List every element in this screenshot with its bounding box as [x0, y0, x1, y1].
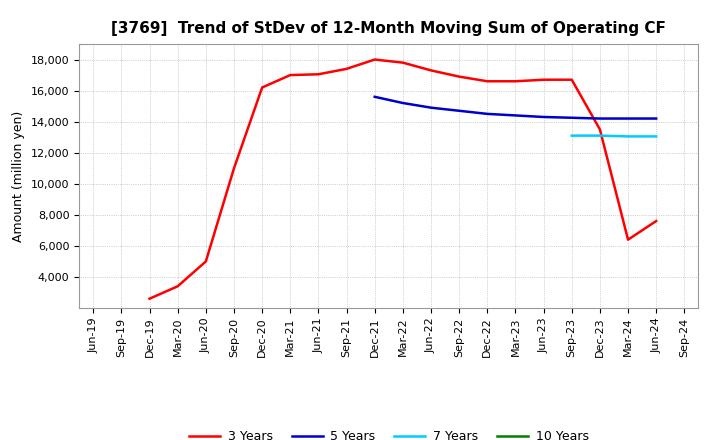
- 3 Years: [342, 66, 351, 71]
- 5 Years: [455, 108, 464, 114]
- Title: [3769]  Trend of StDev of 12-Month Moving Sum of Operating CF: [3769] Trend of StDev of 12-Month Moving…: [112, 21, 666, 36]
- 3 Years: [174, 284, 182, 289]
- 3 Years: [258, 85, 266, 90]
- 3 Years: [567, 77, 576, 82]
- 3 Years: [483, 79, 492, 84]
- 5 Years: [427, 105, 436, 110]
- 5 Years: [567, 115, 576, 121]
- 3 Years: [427, 68, 436, 73]
- 3 Years: [595, 127, 604, 132]
- 7 Years: [595, 133, 604, 138]
- 3 Years: [314, 72, 323, 77]
- 3 Years: [652, 218, 660, 224]
- 5 Years: [624, 116, 632, 121]
- 5 Years: [399, 100, 408, 106]
- 3 Years: [624, 237, 632, 242]
- 3 Years: [202, 259, 210, 264]
- 5 Years: [595, 116, 604, 121]
- Line: 5 Years: 5 Years: [374, 97, 656, 118]
- 5 Years: [370, 94, 379, 99]
- 3 Years: [145, 296, 154, 301]
- 3 Years: [399, 60, 408, 65]
- Line: 3 Years: 3 Years: [150, 59, 656, 299]
- Legend: 3 Years, 5 Years, 7 Years, 10 Years: 3 Years, 5 Years, 7 Years, 10 Years: [184, 425, 593, 440]
- 3 Years: [539, 77, 548, 82]
- 3 Years: [230, 165, 238, 171]
- 5 Years: [539, 114, 548, 120]
- 7 Years: [624, 134, 632, 139]
- 5 Years: [511, 113, 520, 118]
- 5 Years: [652, 116, 660, 121]
- 7 Years: [652, 134, 660, 139]
- 3 Years: [286, 73, 294, 78]
- 3 Years: [511, 79, 520, 84]
- 7 Years: [567, 133, 576, 138]
- 3 Years: [455, 74, 464, 79]
- 3 Years: [370, 57, 379, 62]
- Y-axis label: Amount (million yen): Amount (million yen): [12, 110, 25, 242]
- 5 Years: [483, 111, 492, 117]
